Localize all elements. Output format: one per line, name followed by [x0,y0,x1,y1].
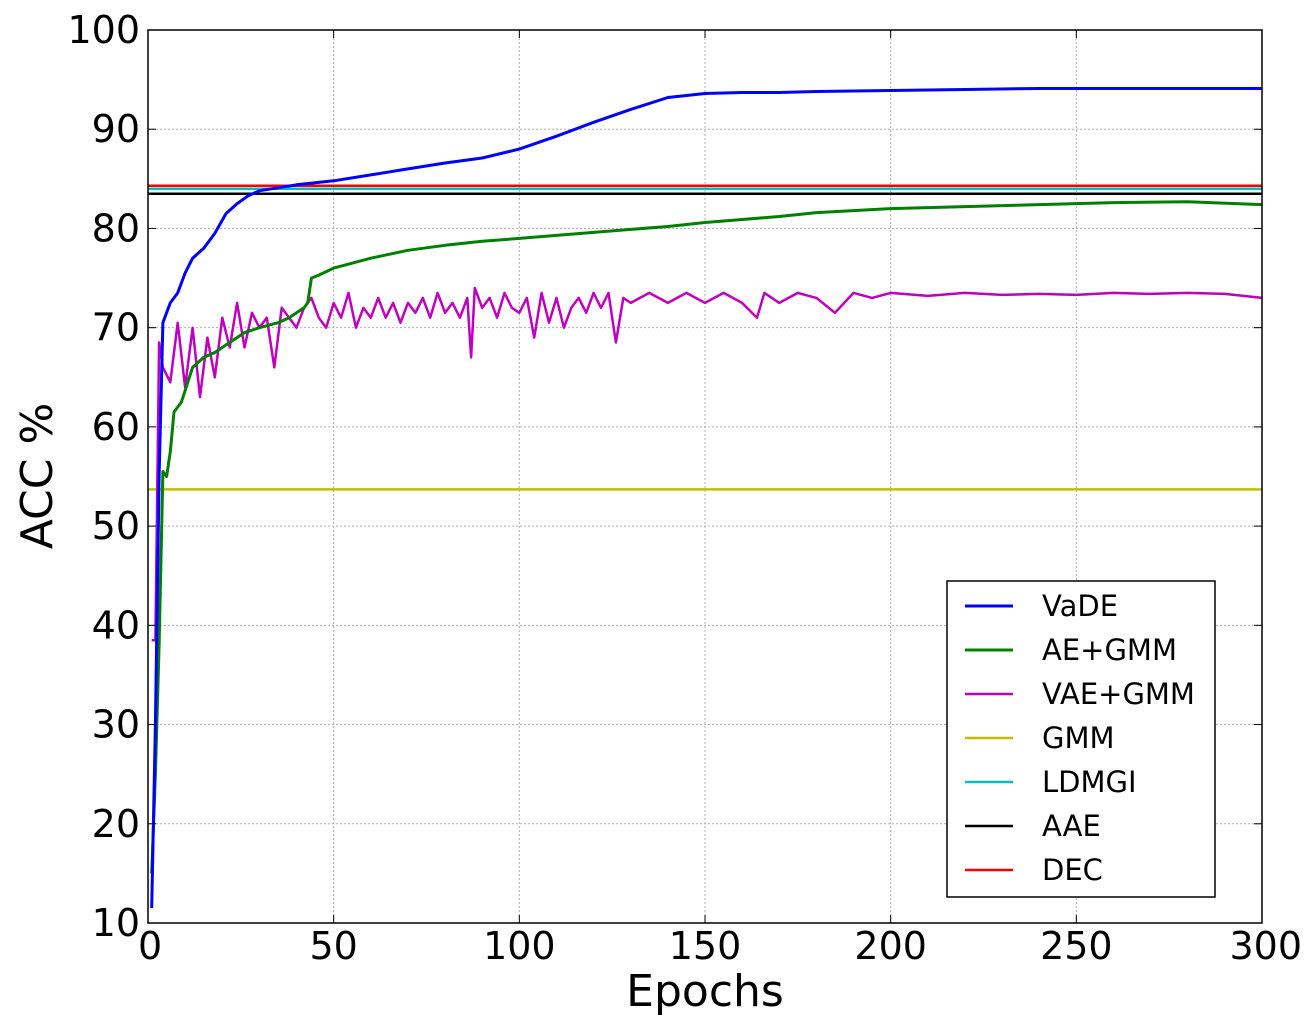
x-tick-label: 0 [138,924,162,968]
y-tick-label: 100 [67,8,140,52]
y-tick-label: 20 [92,802,140,846]
legend-label: DEC [1042,853,1103,887]
y-tick-label: 90 [92,107,140,151]
y-tick-label: 30 [92,703,140,747]
x-tick-label: 300 [1229,924,1302,968]
legend-label: LDMGI [1042,765,1137,799]
tick-labels: 0 50 100 150 200 250 300 10 20 30 40 50 60 70 80 90 100 [67,8,1302,968]
y-tick-label: 40 [92,603,140,647]
x-tick-label: 100 [483,924,556,968]
series-layer [148,87,1263,909]
grid [148,30,1262,923]
series-line-vade [150,87,1262,909]
legend-label: AAE [1042,809,1101,843]
y-tick-label: 60 [92,405,140,449]
x-tick-label: 150 [669,924,742,968]
series-line-ae-gmm [150,200,1263,874]
y-tick-label: 80 [92,206,140,250]
y-tick-label: 50 [92,504,140,548]
legend-label: GMM [1042,721,1115,755]
y-axis-title: ACC % [12,403,63,550]
legend: VaDE AE+GMM VAE+GMM GMM LDMGI AAE DEC [946,580,1216,898]
series-line-vae-gmm [151,286,1263,642]
x-tick-label: 200 [854,924,927,968]
legend-label: VAE+GMM [1042,677,1195,711]
x-axis-title: Epochs [626,966,784,1017]
x-tick-label: 250 [1040,924,1113,968]
y-tick-label: 70 [92,306,140,350]
legend-label: AE+GMM [1042,633,1177,667]
legend-label: VaDE [1042,589,1118,623]
y-tick-label: 10 [92,901,140,945]
axis-ticks [147,29,1263,924]
x-tick-label: 50 [309,924,357,968]
